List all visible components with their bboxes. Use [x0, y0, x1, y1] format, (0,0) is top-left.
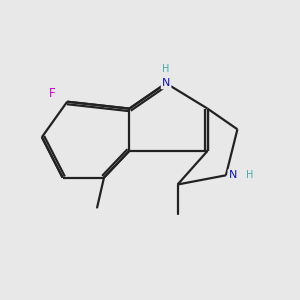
Text: H: H — [246, 170, 253, 180]
Text: F: F — [49, 87, 56, 100]
Text: N: N — [162, 78, 170, 88]
Text: N: N — [229, 170, 237, 180]
Text: H: H — [162, 64, 170, 74]
